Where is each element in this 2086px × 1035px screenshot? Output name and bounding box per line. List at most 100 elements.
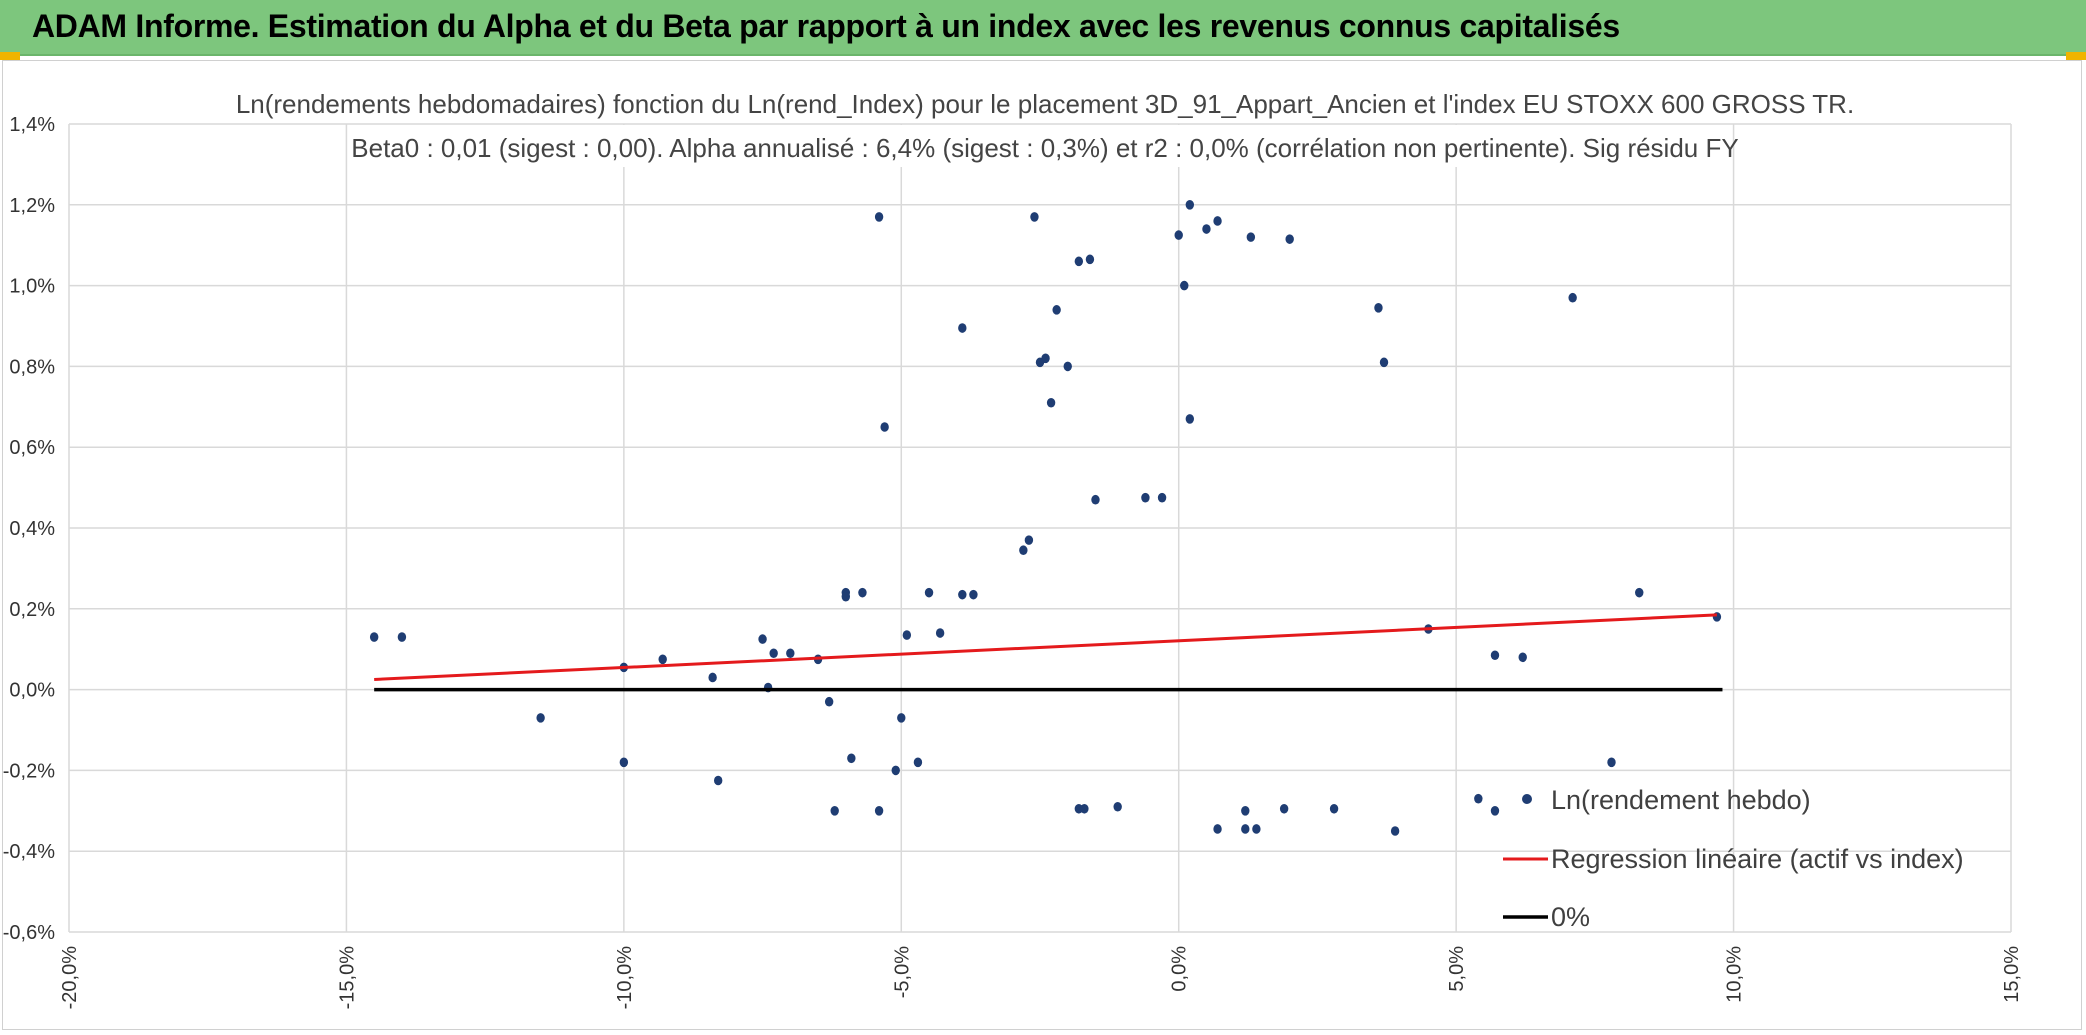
scatter-point [1185,414,1195,424]
grid-layer [68,123,2012,933]
chart-subtitle-background [373,125,1718,167]
chart-frame: -0,6% -0,4% -0,2% 0,0% 0,2% 0,4% 0,6% 0,8% 1,0% 1… [2,60,2082,1030]
scatter-point [874,806,884,816]
y-tick-label: 1,2% [9,195,55,217]
scatter-point [1113,801,1122,812]
scatter-point [1019,545,1028,556]
scatter-point [1390,826,1400,836]
scatter-point [880,422,889,432]
scatter-point [1241,806,1250,816]
scatter-point [1041,353,1050,364]
series-layer [369,200,1723,836]
y-tick-label: 1,4% [9,114,55,136]
scatter-point [1024,535,1034,545]
scatter-point [708,672,717,683]
scatter-point [913,757,923,768]
scatter-point [958,323,967,333]
scatter-point [1063,361,1072,372]
legend-marker-points [1522,794,1532,804]
scatter-point [1246,232,1256,242]
y-tick-label: 0,4% [9,518,55,540]
scatter-point [1241,824,1250,834]
scatter-point [1157,492,1167,503]
y-tick-label: -0,2% [3,760,55,782]
scatter-point [1279,803,1289,814]
scatter-point [397,632,407,642]
axis-layer: -0,6% -0,4% -0,2% 0,0% 0,2% 0,4% 0,6% 0,8% 1,0% 1… [3,114,2023,1009]
chart-title-background [268,83,1823,123]
y-tick-label: 0,0% [9,680,55,702]
scatter-point [1091,494,1100,505]
scatter-point [1141,492,1150,503]
y-tick-label: 0,8% [9,356,55,378]
scatter-point [1030,212,1039,222]
corner-marker-left [0,52,20,60]
regression-line [374,613,1717,681]
legend-label-points: Ln(rendement hebdo) [1551,785,1811,815]
scatter-point [1252,824,1261,834]
x-tick-label: -10,0% [614,946,636,1010]
scatter-point [1374,303,1383,313]
scatter-point [1329,803,1339,814]
x-tick-label: 5,0% [1446,946,1468,992]
legend: Ln(rendement hebdo) Regression linéaire … [1503,785,1964,932]
scatter-point [958,589,967,600]
y-tick-label: 0,2% [9,599,55,621]
scatter-point [924,587,934,598]
scatter-point [1080,803,1089,814]
scatter-point [902,630,912,640]
scatter-point [1568,292,1577,303]
scatter-point [1285,234,1294,244]
chart-subtitle: Beta0 : 0,01 (sigest : 0,00). Alpha annu… [351,133,1738,163]
scatter-point [758,634,767,644]
scatter-point [1474,793,1483,804]
scatter-point [1607,757,1616,768]
chart-title-area: Ln(rendements hebdomadaires) fonction du… [236,83,1854,167]
scatter-point [1490,650,1500,661]
report-title: ADAM Informe. Estimation du Alpha et du … [32,8,1620,44]
x-tick-label: 15,0% [2001,946,2023,1003]
scatter-point [619,757,629,768]
x-tick-label: -5,0% [891,946,913,998]
scatter-point [969,589,978,600]
scatter-point [1085,254,1095,265]
scatter-point [1213,824,1222,834]
scatter-point [1379,357,1389,368]
chart-title: Ln(rendements hebdomadaires) fonction du… [236,89,1854,119]
scatter-point [1046,397,1056,408]
scatter-point [1074,256,1084,267]
legend-label-regression: Regression linéaire (actif vs index) [1551,844,1964,874]
scatter-point [1185,200,1195,210]
y-tick-label: -0,4% [3,841,55,863]
scatter-point [713,775,723,786]
scatter-point [369,632,379,642]
y-tick-label: 1,0% [9,276,55,298]
x-tick-label: -15,0% [336,946,358,1010]
scatter-point [847,753,856,764]
scatter-point [830,806,839,816]
x-tick-label: 10,0% [1724,946,1746,1003]
y-tick-label: -0,6% [3,922,55,944]
corner-marker-right [2066,52,2086,60]
scatter-point [769,648,778,659]
scatter-point [1174,230,1183,240]
scatter-point [658,654,667,665]
report-banner: ADAM Informe. Estimation du Alpha et du … [0,0,2086,56]
scatter-point [786,648,795,659]
scatter-chart: -0,6% -0,4% -0,2% 0,0% 0,2% 0,4% 0,6% 0,8% 1,0% 1… [3,83,2023,1009]
scatter-point [1052,305,1061,315]
scatter-point [1202,224,1211,234]
scatter-point [536,713,545,723]
scatter-point [935,628,945,638]
y-tick-label: 0,6% [9,437,55,459]
scatter-point [897,713,906,723]
legend-label-zero: 0% [1551,902,1590,932]
scatter-point [874,212,884,222]
x-tick-label: 0,0% [1169,946,1191,992]
scatter-point [841,591,850,602]
scatter-point [1490,806,1500,816]
scatter-point [1180,280,1189,291]
scatter-point [858,587,867,598]
x-tick-label: -20,0% [59,946,81,1010]
scatter-point [891,765,900,776]
